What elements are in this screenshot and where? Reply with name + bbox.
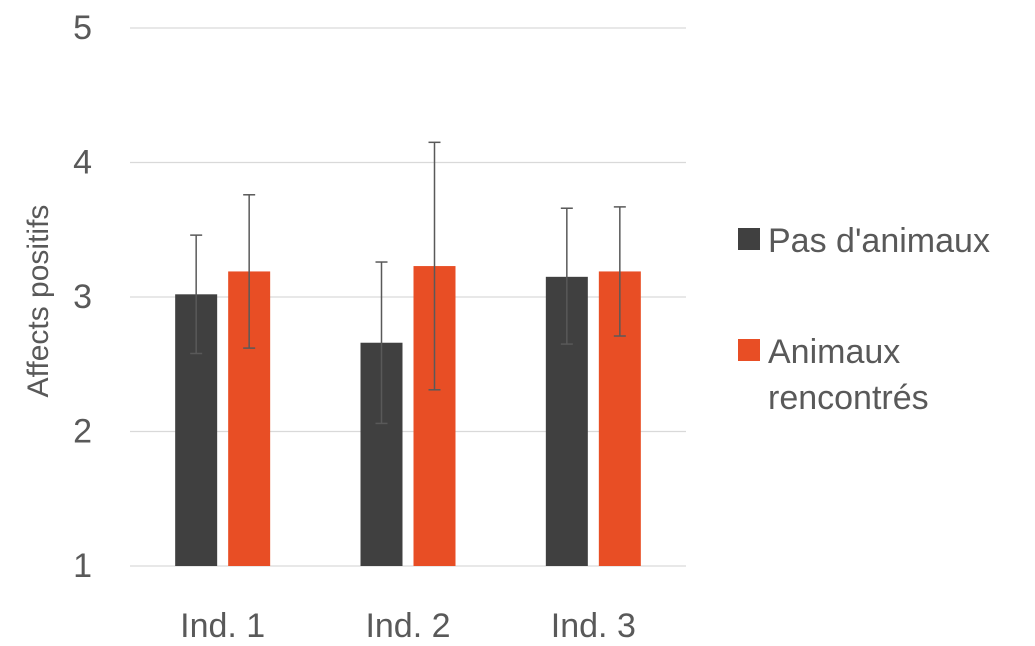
- y-tick-label: 4: [73, 144, 92, 182]
- y-axis-label: Affects positifs: [22, 205, 55, 398]
- gridlines: [130, 27, 686, 567]
- error-bars: [190, 141, 626, 425]
- y-tick-label: 2: [73, 413, 92, 451]
- legend: Pas d'animaux Animaux rencontrés: [738, 222, 990, 417]
- y-tick-label: 5: [73, 9, 92, 47]
- y-axis-ticks: 1 2 3 4 5: [73, 9, 92, 585]
- bars: [175, 266, 641, 566]
- x-tick-label: Ind. 2: [365, 607, 450, 645]
- y-tick-label: 1: [73, 547, 92, 585]
- legend-swatch: [738, 339, 760, 361]
- x-axis-ticks: Ind. 1 Ind. 2 Ind. 3: [180, 607, 636, 645]
- legend-label: Animaux rencontrés: [768, 333, 929, 417]
- legend-swatch: [738, 228, 760, 250]
- legend-label: Pas d'animaux: [768, 222, 990, 260]
- x-tick-label: Ind. 1: [180, 607, 265, 645]
- y-tick-label: 3: [73, 278, 92, 316]
- x-tick-label: Ind. 3: [551, 607, 636, 645]
